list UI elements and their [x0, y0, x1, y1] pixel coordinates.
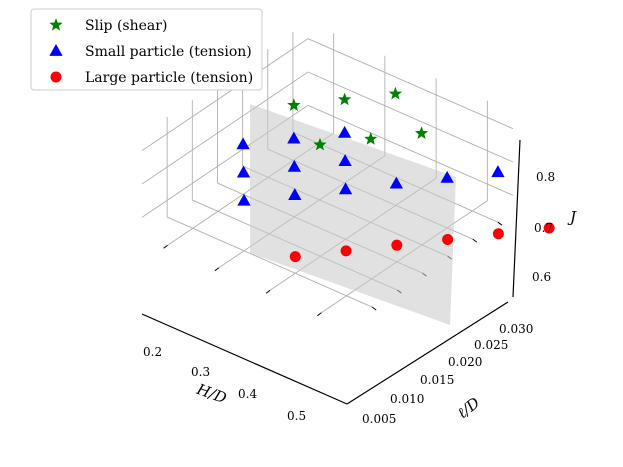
x-axis-line — [141, 313, 348, 405]
z-axis-label: J — [567, 208, 577, 226]
x-tick-label: 0.3 — [191, 365, 210, 379]
y-tick-label: 0.015 — [420, 373, 454, 387]
legend-label-1: Small particle (tension) — [85, 44, 252, 60]
legend-marker-1 — [49, 44, 63, 56]
series-2-point-4 — [492, 228, 504, 240]
x-tick-mark — [163, 244, 168, 249]
series-1-point-6 — [237, 193, 251, 206]
series-2-point-5 — [543, 222, 555, 234]
series-1-point-10 — [440, 170, 454, 183]
x-tick-mark — [317, 312, 322, 317]
series-0-point-2 — [388, 86, 403, 100]
series-1-point-2 — [337, 125, 352, 138]
series-2-point-1 — [340, 245, 352, 257]
series-1-point-9 — [389, 176, 404, 189]
series-1-point-4 — [287, 159, 301, 172]
z-tick-label: 0.8 — [536, 170, 555, 184]
y-tick-label: 0.005 — [362, 412, 396, 426]
series-2-point-2 — [391, 239, 403, 251]
series-1-point-11 — [491, 165, 505, 178]
z-tick-label: 0.7 — [534, 221, 553, 235]
series-1-point-7 — [288, 188, 302, 200]
y-tick-label: 0.025 — [474, 338, 508, 352]
x-tick-mark — [214, 267, 220, 272]
series-1-point-8 — [338, 182, 353, 195]
series-1-point-0 — [236, 137, 250, 150]
y-axis-label: ℓ/D — [454, 394, 483, 423]
left-wall-grid-line — [141, 38, 309, 152]
left-wall-grid-line — [141, 71, 309, 185]
y-tick-mark — [371, 306, 377, 311]
back-wall-grid-line — [307, 38, 514, 130]
legend-label-0: Slip (shear) — [85, 18, 167, 34]
floor-grid-line — [166, 216, 373, 308]
legend: Slip (shear) Small particle (tension) Larg… — [30, 8, 263, 91]
y-tick-label: 0.020 — [448, 355, 482, 369]
x-tick-labels: 0.2 0.3 0.4 0.5 — [143, 345, 306, 423]
back-wall-grid-line — [307, 71, 514, 163]
y-tick-label: 0.030 — [499, 322, 533, 336]
z-axis-line — [512, 139, 521, 298]
legend-label-2: Large particle (tension) — [85, 70, 253, 86]
z-tick-labels: 0.6 0.7 0.8 — [532, 170, 555, 284]
series-0-point-0 — [287, 98, 301, 111]
x-tick-mark — [265, 289, 271, 294]
legend-marker-0 — [49, 18, 63, 31]
y-axis-line — [346, 301, 509, 405]
z-tick-label: 0.6 — [532, 270, 551, 284]
series-2-point-0 — [289, 251, 301, 263]
series-2-point-3 — [442, 233, 454, 245]
x-tick-label: 0.5 — [287, 409, 306, 423]
x-tick-label: 0.4 — [238, 387, 257, 401]
series-0-point-4 — [414, 126, 429, 139]
x-axis-label: H/D — [193, 380, 228, 408]
series-0-point-1 — [338, 92, 352, 106]
series-1-point-3 — [236, 165, 251, 178]
series-1-point-5 — [338, 154, 352, 167]
axes — [141, 139, 521, 405]
data-markers — [236, 86, 555, 263]
series-1-point-1 — [287, 131, 301, 144]
axes-panes — [141, 32, 514, 317]
y-tick-labels: 0.005 0.010 0.015 0.020 0.025 0.030 — [362, 322, 533, 426]
y-tick-mark — [472, 238, 478, 243]
series-0-point-5 — [313, 137, 327, 151]
legend-marker-2 — [50, 71, 62, 83]
series-0-point-3 — [364, 132, 378, 145]
back-wall-grid-line — [307, 104, 514, 196]
legend-box — [30, 8, 263, 91]
y-tick-label: 0.010 — [390, 392, 424, 406]
y-tick-mark — [497, 221, 503, 226]
reference-plane — [250, 104, 456, 325]
x-tick-label: 0.2 — [143, 345, 162, 359]
